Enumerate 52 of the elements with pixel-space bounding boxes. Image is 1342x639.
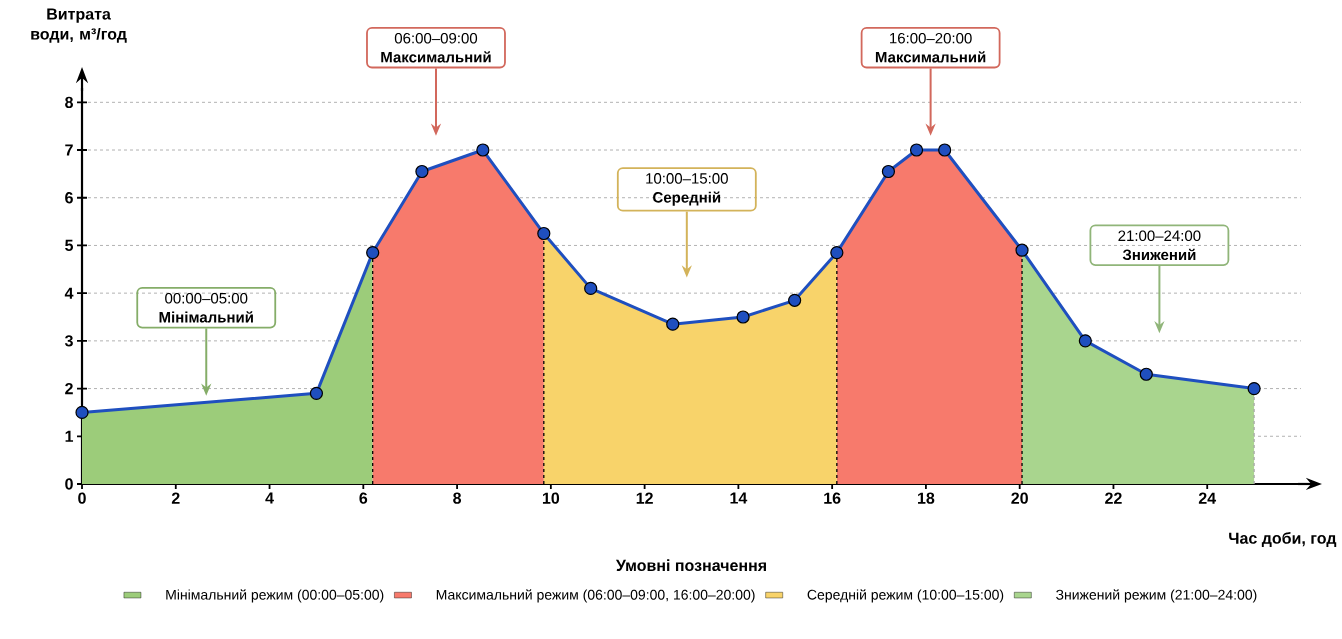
x-tick-label: 24	[1198, 492, 1217, 504]
y-tick-label: 8	[65, 96, 73, 108]
legend-label: Максимальний режим (06:00–09:00, 16:00–20:00)	[436, 589, 755, 603]
annotation: 00:00–05:00 Мінімальний	[159, 292, 253, 323]
y-tick-label: 3	[64, 335, 73, 347]
x-tick-label: 20	[1011, 492, 1028, 504]
legend-label: Мінімальний режим (00:00–05:00)	[166, 589, 384, 603]
point	[938, 143, 952, 157]
point	[830, 246, 844, 260]
x-tick-label: 6	[359, 492, 368, 504]
legend-label: Середній режим (10:00–15:00)	[807, 589, 1004, 603]
point	[1015, 243, 1029, 257]
x-tick-label: 10	[542, 492, 560, 504]
point	[584, 281, 598, 295]
y-tick-label: 1	[65, 430, 74, 442]
point	[1139, 367, 1153, 381]
point	[476, 143, 490, 157]
x-tick-label: 0	[78, 492, 86, 504]
y-axis-title: Витрата води, м³/год	[31, 8, 127, 43]
point	[736, 310, 750, 324]
y-tick-label: 7	[65, 144, 73, 156]
x-tick-label: 22	[1105, 492, 1122, 504]
point	[75, 405, 89, 420]
legend-label: Знижений режим (21:00–24:00)	[1056, 589, 1257, 603]
y-tick-label: 4	[64, 287, 74, 299]
point	[909, 143, 924, 157]
annotation: 10:00–15:00 Середній	[646, 173, 728, 206]
y-tick-label: 2	[65, 382, 73, 395]
y-tick-label: 0	[65, 478, 73, 490]
point	[366, 246, 380, 260]
annotation: 21:00–24:00 Знижений	[1118, 230, 1201, 261]
legend-title: Умовні позначення	[615, 559, 766, 572]
point	[788, 293, 802, 307]
x-axis-title: Час доби, год	[1229, 531, 1337, 547]
y-tick-label: 5	[65, 239, 74, 252]
point	[415, 164, 429, 179]
x-tick-label: 12	[636, 492, 653, 504]
x-tick-label: 4	[265, 492, 274, 504]
x-tick-label: 8	[453, 492, 462, 504]
x-tick-label: 16	[824, 492, 841, 504]
x-tick-label: 2	[171, 492, 180, 504]
y-tick-label: 6	[65, 192, 73, 204]
text: 16:00–20:00 Максимальний	[875, 32, 986, 63]
point	[1078, 334, 1092, 348]
x-tick-label: 18	[918, 492, 935, 504]
text: 06:00–09:00 Максимальний	[381, 32, 491, 63]
x-tick-label: 14	[730, 492, 748, 504]
point	[881, 164, 896, 179]
point	[537, 226, 551, 241]
point	[666, 317, 680, 331]
point	[1247, 381, 1261, 396]
point	[309, 386, 324, 400]
